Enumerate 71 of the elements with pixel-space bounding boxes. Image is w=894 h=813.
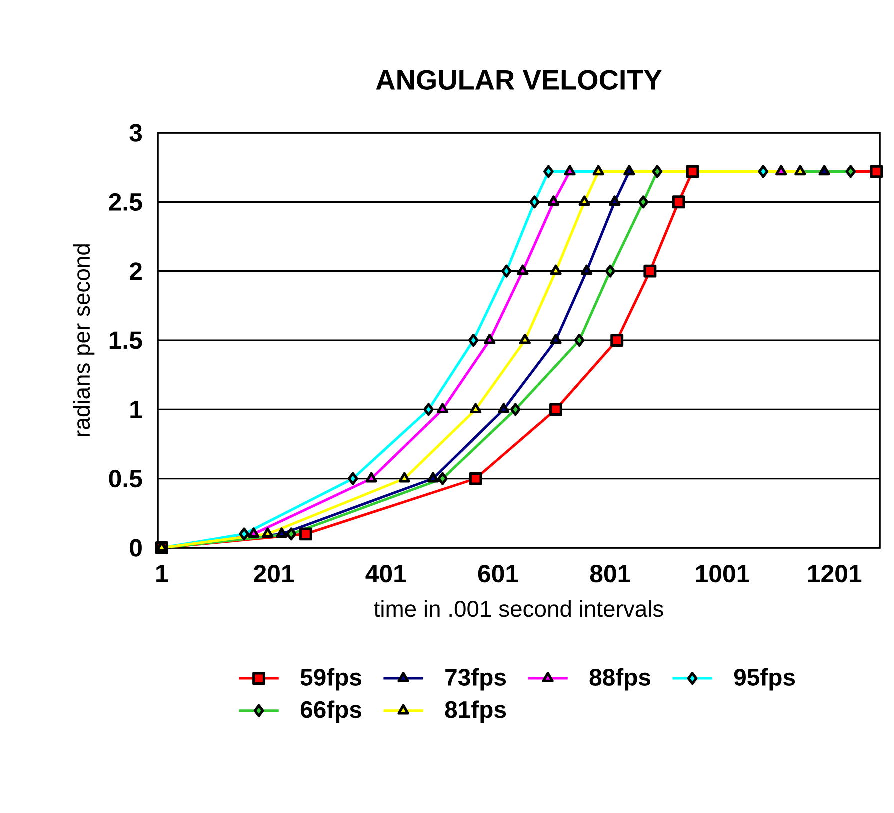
point — [484, 334, 496, 344]
point — [276, 528, 288, 538]
point — [436, 403, 449, 414]
x-tick-label: 601 — [478, 565, 518, 583]
point — [624, 165, 636, 176]
chart-title: ANGULAR VELOCITY — [376, 70, 662, 90]
point — [348, 472, 358, 486]
point — [550, 334, 562, 344]
y-tick-label: 2 — [130, 262, 142, 280]
x-tick-label: 401 — [366, 565, 406, 583]
y-tick-label: 2.5 — [109, 193, 142, 211]
point — [758, 165, 769, 178]
point — [510, 403, 521, 416]
point — [300, 528, 312, 541]
y-axis-title: radians per second — [73, 244, 95, 436]
point — [550, 264, 562, 276]
legend-label: 81fps — [445, 700, 506, 723]
point — [870, 165, 884, 178]
point — [672, 196, 686, 209]
point — [592, 165, 604, 176]
point — [424, 403, 434, 416]
y-tick-label: 3 — [130, 124, 142, 142]
point — [578, 196, 590, 206]
y-tick-label: 0.5 — [109, 470, 142, 488]
point — [398, 472, 410, 483]
point — [366, 472, 378, 483]
point — [548, 196, 560, 206]
point — [574, 334, 585, 347]
point — [519, 334, 531, 344]
legend-label: 95fps — [734, 668, 796, 691]
point — [517, 264, 529, 276]
x-tick-label: 201 — [254, 565, 294, 583]
point — [469, 472, 482, 486]
y-tick-label: 1.5 — [110, 332, 142, 350]
x-tick-label: 1001 — [696, 565, 750, 583]
legend-label: 88fps — [590, 668, 651, 691]
legend-label: 59fps — [300, 668, 362, 691]
point — [470, 403, 482, 414]
point — [438, 472, 448, 486]
point — [239, 528, 250, 541]
legend-label: 73fps — [446, 668, 506, 691]
x-tick-label: 801 — [590, 565, 630, 583]
point — [776, 165, 788, 176]
y-tick-label: 0 — [130, 539, 142, 557]
point — [286, 528, 297, 541]
point — [262, 528, 274, 538]
point — [610, 334, 624, 347]
point — [498, 403, 510, 414]
point — [550, 403, 562, 416]
point — [686, 165, 700, 178]
legend-label: 66fps — [300, 700, 362, 723]
x-tick-label: 1201 — [808, 565, 862, 583]
point — [644, 264, 657, 278]
point — [794, 165, 806, 176]
point — [605, 264, 616, 278]
x-axis-title: time in .001 second intervals — [374, 600, 664, 618]
point — [248, 528, 260, 538]
point — [501, 264, 512, 278]
point — [818, 165, 830, 176]
point — [468, 334, 479, 347]
x-tick-label: 1 — [156, 565, 168, 582]
point — [846, 165, 856, 178]
point — [638, 196, 649, 209]
point — [427, 472, 440, 483]
point — [609, 196, 621, 206]
point — [581, 264, 593, 276]
y-tick-label: 1 — [130, 401, 142, 418]
point — [544, 165, 554, 178]
point — [530, 196, 540, 209]
point — [652, 165, 663, 178]
point — [564, 165, 576, 176]
